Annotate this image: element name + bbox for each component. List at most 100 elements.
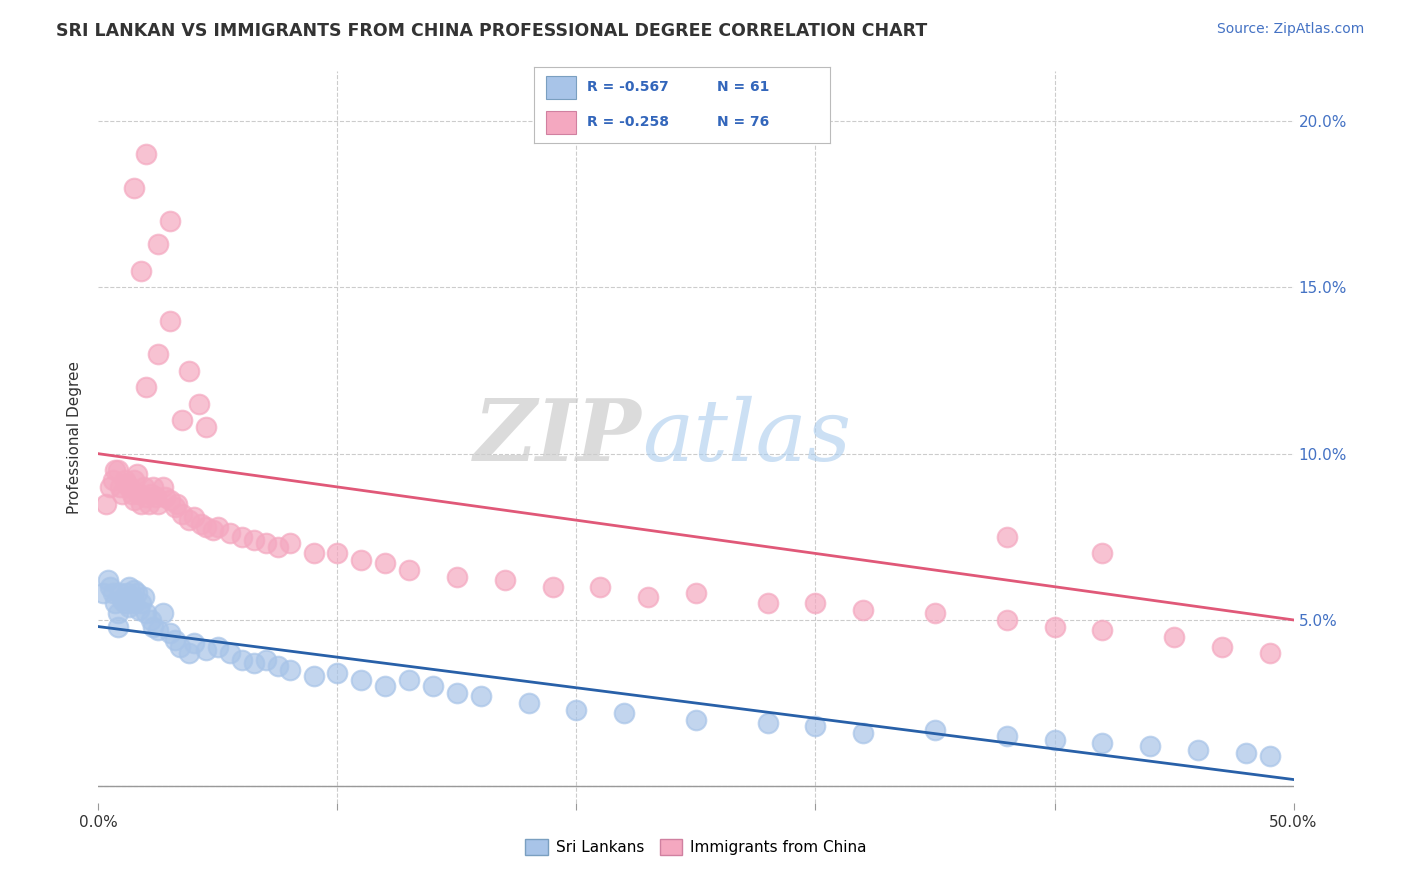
Point xyxy=(1091,736,1114,750)
Point xyxy=(1043,619,1066,633)
Point xyxy=(195,520,218,534)
Point xyxy=(114,596,136,610)
Point xyxy=(326,666,349,681)
Point xyxy=(804,719,827,733)
Point xyxy=(350,553,373,567)
Point xyxy=(613,706,636,720)
Point xyxy=(114,473,136,487)
Point xyxy=(1211,640,1233,654)
Point xyxy=(104,463,127,477)
Point xyxy=(924,723,946,737)
Point xyxy=(1091,546,1114,560)
Point xyxy=(125,586,148,600)
Text: N = 76: N = 76 xyxy=(717,115,769,129)
Point xyxy=(231,653,253,667)
Point xyxy=(132,480,155,494)
Point xyxy=(118,580,141,594)
Point xyxy=(172,507,194,521)
Text: R = -0.567: R = -0.567 xyxy=(588,80,669,95)
Point xyxy=(1043,732,1066,747)
Point xyxy=(637,590,659,604)
Point xyxy=(132,590,155,604)
Point xyxy=(374,680,396,694)
Point xyxy=(145,490,167,504)
Point xyxy=(398,673,420,687)
Point xyxy=(1187,742,1209,756)
Point xyxy=(852,726,875,740)
Point xyxy=(243,533,266,548)
Point xyxy=(148,237,170,252)
Point xyxy=(135,380,157,394)
Point xyxy=(995,613,1018,627)
Point xyxy=(179,646,201,660)
Point xyxy=(398,563,420,577)
Point xyxy=(131,596,153,610)
Text: atlas: atlas xyxy=(643,396,851,478)
Point xyxy=(756,716,779,731)
Point xyxy=(995,530,1018,544)
Point xyxy=(422,680,444,694)
Point xyxy=(446,570,468,584)
Point xyxy=(91,586,114,600)
Point xyxy=(195,420,218,434)
Point xyxy=(202,523,225,537)
Text: N = 61: N = 61 xyxy=(717,80,769,95)
Point xyxy=(101,473,124,487)
Point xyxy=(152,480,174,494)
Point xyxy=(107,607,129,621)
Point xyxy=(121,486,143,500)
Point xyxy=(254,653,277,667)
Point xyxy=(231,530,253,544)
Point xyxy=(118,599,141,614)
Point xyxy=(148,347,170,361)
Point xyxy=(163,500,186,514)
Point xyxy=(302,546,325,560)
Point xyxy=(104,596,127,610)
Point xyxy=(254,536,277,550)
Point xyxy=(152,607,174,621)
Point xyxy=(148,497,170,511)
Point xyxy=(804,596,827,610)
Point xyxy=(128,603,150,617)
Point xyxy=(179,363,201,377)
Point xyxy=(94,497,117,511)
Point xyxy=(207,520,229,534)
Legend: Sri Lankans, Immigrants from China: Sri Lankans, Immigrants from China xyxy=(519,833,873,861)
Point xyxy=(1234,746,1257,760)
Point xyxy=(1139,739,1161,754)
Point xyxy=(124,180,146,194)
Point xyxy=(131,497,153,511)
Point xyxy=(98,580,122,594)
Point xyxy=(118,480,141,494)
Point xyxy=(685,586,707,600)
Point xyxy=(183,636,205,650)
Text: ZIP: ZIP xyxy=(474,395,643,479)
FancyBboxPatch shape xyxy=(546,76,575,99)
Point xyxy=(187,397,209,411)
Point xyxy=(98,480,122,494)
Point xyxy=(517,696,540,710)
Point xyxy=(111,593,134,607)
Point xyxy=(108,480,131,494)
Point xyxy=(166,497,188,511)
Point xyxy=(169,640,191,654)
Point xyxy=(135,607,157,621)
Point xyxy=(183,509,205,524)
Point xyxy=(148,623,170,637)
Point xyxy=(155,490,177,504)
Point xyxy=(135,147,157,161)
Point xyxy=(1163,630,1185,644)
Point xyxy=(1091,623,1114,637)
Point xyxy=(278,536,301,550)
Point xyxy=(142,480,165,494)
Point xyxy=(278,663,301,677)
Point xyxy=(326,546,349,560)
Point xyxy=(494,573,516,587)
Point xyxy=(124,473,146,487)
Point xyxy=(107,463,129,477)
Point xyxy=(589,580,612,594)
Point xyxy=(163,632,186,647)
Text: SRI LANKAN VS IMMIGRANTS FROM CHINA PROFESSIONAL DEGREE CORRELATION CHART: SRI LANKAN VS IMMIGRANTS FROM CHINA PROF… xyxy=(56,22,928,40)
Point xyxy=(374,557,396,571)
FancyBboxPatch shape xyxy=(546,111,575,134)
